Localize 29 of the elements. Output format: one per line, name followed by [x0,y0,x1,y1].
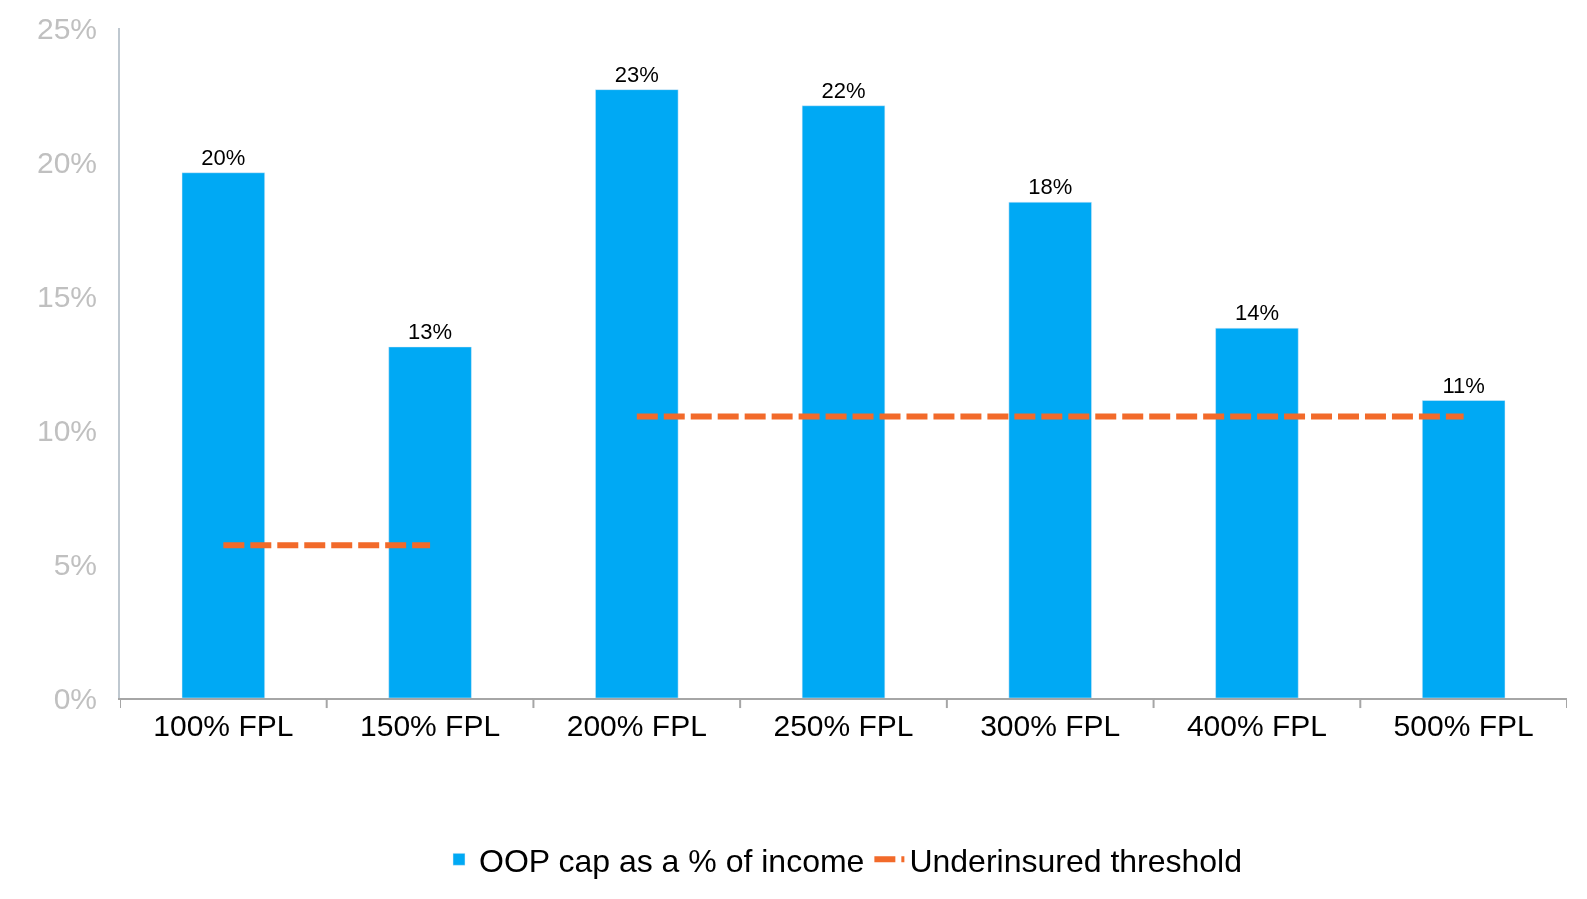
bar [388,346,472,698]
data-label: 13% [408,318,453,344]
y-tick-label: 25% [36,11,97,45]
data-label: 20% [201,144,246,170]
data-label: 22% [821,77,866,103]
y-tick-label: 10% [36,413,97,447]
bar [595,89,679,698]
y-tick-label: 15% [36,279,97,313]
legend-label: OOP cap as a % of income [479,842,865,879]
data-label: 23% [614,61,659,87]
data-label: 14% [1234,300,1279,326]
y-tick-label: 5% [53,547,97,581]
y-tick-label: 20% [36,145,97,179]
x-tick-label: 150% FPL [360,709,501,742]
y-tick-label: 0% [53,681,97,715]
bar [1215,327,1299,698]
x-tick-label: 400% FPL [1186,709,1327,742]
legend-label: Underinsured threshold [909,842,1243,879]
bar [1008,201,1092,698]
x-tick-label: 300% FPL [980,709,1121,742]
bar [181,172,265,698]
x-tick-label: 250% FPL [773,709,914,742]
data-label: 11% [1442,372,1485,398]
x-tick-label: 200% FPL [566,709,707,742]
bar [1422,400,1506,698]
bar [801,105,886,698]
x-tick-label: 100% FPL [153,709,294,742]
data-label: 18% [1028,174,1073,200]
x-tick-label: 500% FPL [1393,709,1534,742]
